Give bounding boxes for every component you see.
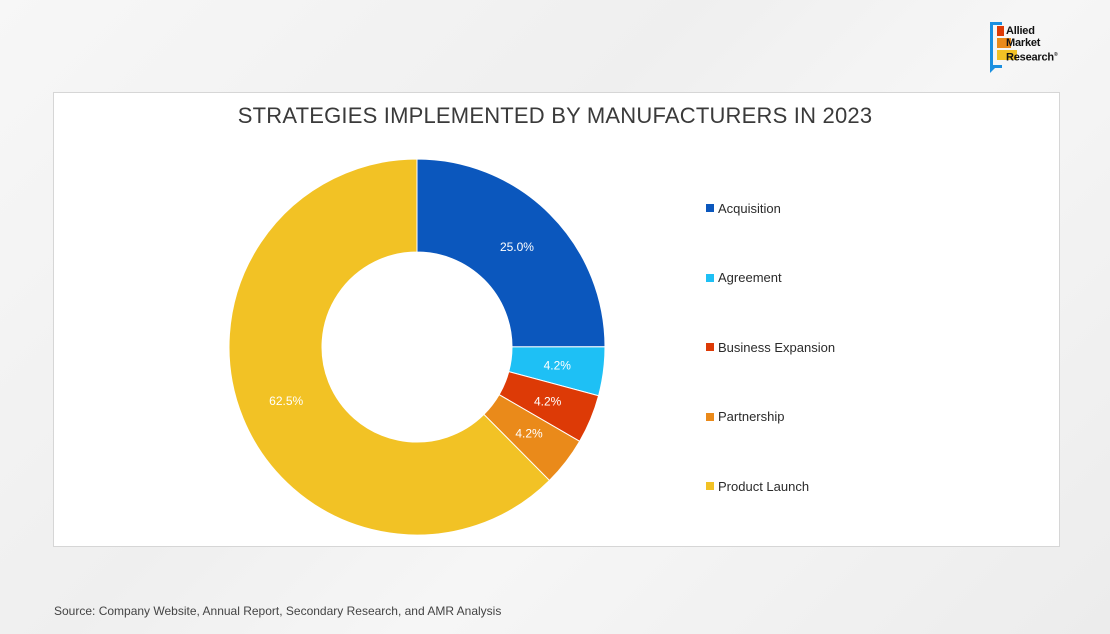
logo-bar-red — [997, 26, 1004, 36]
legend-label: Agreement — [718, 270, 782, 285]
legend-item-acquisition: Acquisition — [706, 200, 781, 216]
legend-item-agreement: Agreement — [706, 270, 782, 286]
logo-text-research: Research® — [1006, 51, 1058, 64]
logo-tail — [990, 65, 998, 73]
legend-item-partnership: Partnership — [706, 409, 784, 425]
logo-text-allied: Allied — [1006, 25, 1035, 37]
legend-swatch — [706, 482, 714, 490]
data-label-product-launch: 62.5% — [269, 394, 303, 408]
legend-swatch — [706, 343, 714, 351]
legend-label: Product Launch — [718, 478, 810, 494]
amr-logo: Allied Market Research® — [990, 22, 1090, 76]
legend-label: Business Expansion — [718, 339, 836, 355]
logo-text-market: Market — [1006, 37, 1041, 49]
data-label-partnership: 4.2% — [515, 426, 543, 440]
slice-product-launch — [228, 158, 551, 536]
legend-label: Partnership — [718, 409, 785, 424]
legend-label: Acquisition — [718, 200, 781, 216]
legend-swatch — [706, 273, 714, 282]
chart-title: STRATEGIES IMPLEMENTED BY MANUFACTURERS … — [237, 103, 873, 128]
logo-bar-yellow — [997, 50, 1017, 60]
legend-swatch — [706, 412, 714, 421]
data-label-business-expansion: 4.2% — [534, 394, 562, 408]
data-label-agreement: 4.2% — [544, 358, 572, 372]
data-label-acquisition: 25.0% — [500, 240, 534, 254]
slice-acquisition — [416, 158, 606, 348]
legend-item-product-launch: Product Launch — [706, 478, 809, 494]
logo-bar-orange — [997, 38, 1011, 48]
source-note: Source: Company Website, Annual Report, … — [54, 604, 502, 618]
legend-item-business-expansion: Business Expansion — [706, 339, 835, 355]
legend-swatch — [706, 204, 714, 212]
